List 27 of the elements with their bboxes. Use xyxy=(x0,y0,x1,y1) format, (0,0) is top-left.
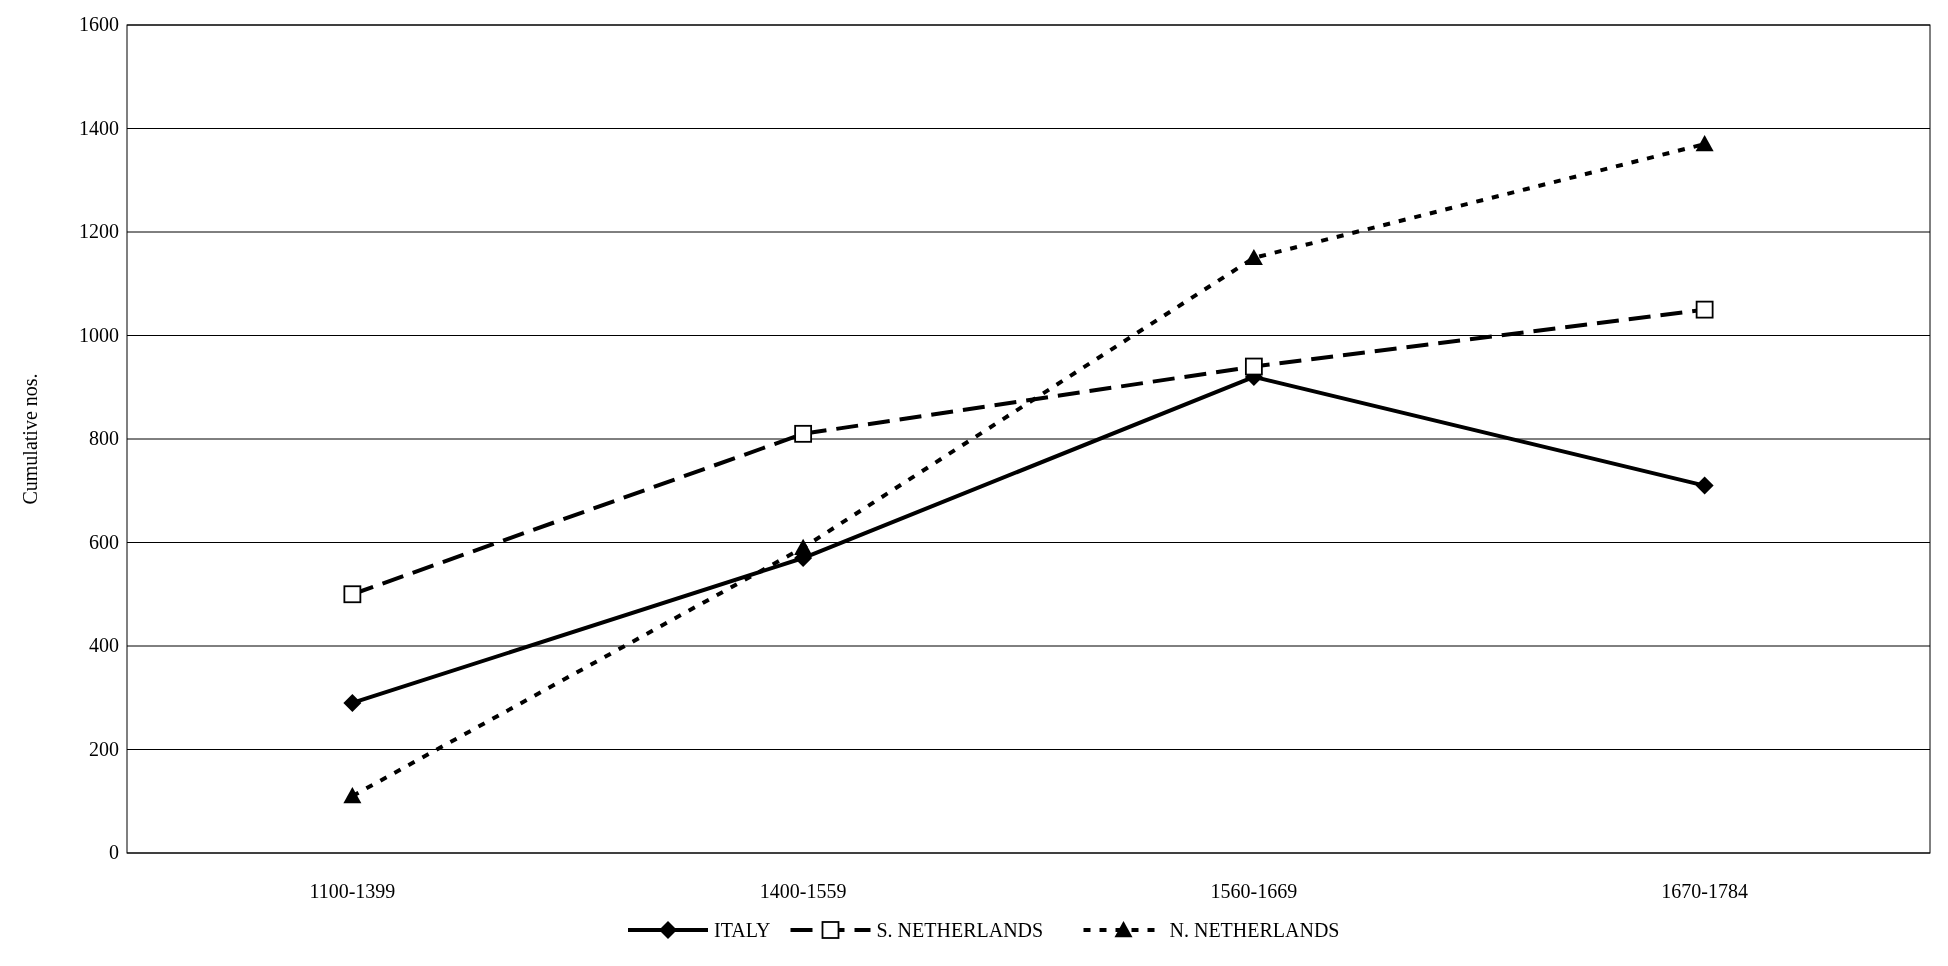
point xyxy=(343,693,362,712)
point xyxy=(1244,357,1263,376)
legend-label: ITALY xyxy=(714,919,771,941)
y-tick-label: 1600 xyxy=(79,13,119,35)
y-tick-label: 1200 xyxy=(79,220,119,242)
legend-label: S. NETHERLANDS xyxy=(876,919,1044,941)
point xyxy=(794,424,813,443)
y-tick-label: 400 xyxy=(89,634,119,656)
point xyxy=(1695,135,1714,152)
point xyxy=(1695,300,1714,319)
y-tick-label: 800 xyxy=(89,427,119,449)
x-tick-label: 1560-1669 xyxy=(1210,880,1298,902)
y-tick-label: 1000 xyxy=(79,323,119,346)
point xyxy=(343,787,362,804)
legend-label: N. NETHERLANDS xyxy=(1169,919,1340,941)
point xyxy=(343,585,362,604)
x-tick-label: 1670-1784 xyxy=(1661,880,1748,902)
x-tick-label: 1400-1559 xyxy=(759,880,847,902)
y-tick-label: 1400 xyxy=(79,116,119,139)
y-tick-label: 600 xyxy=(89,530,119,553)
point xyxy=(1695,476,1714,495)
y-tick-label: 200 xyxy=(89,737,119,760)
point xyxy=(1244,248,1263,266)
y-tick-label: 0 xyxy=(109,841,119,863)
x-tick-label: 1100-1399 xyxy=(309,880,396,902)
y-axis-title: Cumulative nos. xyxy=(19,373,41,505)
point xyxy=(794,538,813,555)
